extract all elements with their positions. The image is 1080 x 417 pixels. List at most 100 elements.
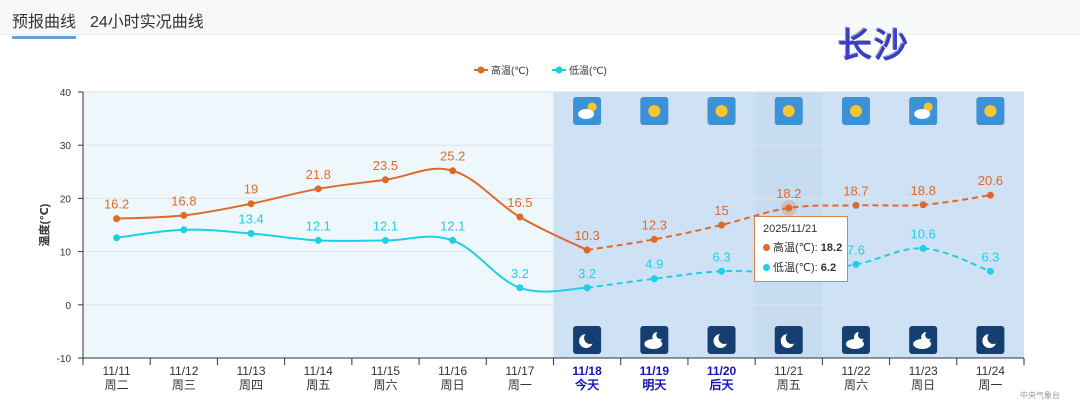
y-tick-label: 40 [60,88,72,99]
low-series-line [116,228,588,293]
cloud-icon [578,109,595,119]
high-point [650,235,658,243]
low-point [247,230,255,238]
weekday-label: 明天 [642,378,667,392]
tooltip-high-value: 18.2 [820,242,843,254]
low-data-label: 10.6 [911,226,936,241]
tab-forecast-curve[interactable]: 预报曲线 [12,8,77,39]
city-title: 长沙 [838,27,910,65]
low-data-label: 3.2 [511,266,529,281]
y-tick-label: -10 [57,354,72,365]
y-tick-label: 10 [60,248,72,259]
weekday-label: 周日 [911,378,935,392]
source-label: 中央气象台 [1020,391,1060,400]
high-data-label: 21.8 [306,167,331,182]
tooltip: 2025/11/21 高温(℃): 18.2 低温(℃): 6.2 [754,216,848,282]
x-tick-label: 11/13 [236,364,265,378]
tooltip-low-label: 低温(℃): [773,262,821,274]
weekday-label: 后天 [710,377,735,392]
high-data-label: 15 [714,203,728,218]
y-tick-label: 20 [60,194,72,205]
low-point [180,226,188,234]
sun-icon [849,105,862,117]
low-point [718,267,726,275]
high-data-label: 16.5 [507,195,532,210]
low-data-label: 4.9 [645,257,663,272]
legend-marker [477,66,485,74]
high-point [919,201,927,209]
tooltip-high-label: 高温(℃): [773,242,821,254]
tab-bar: 预报曲线 24小时实况曲线 [0,0,1080,39]
weekday-label: 周四 [239,378,263,392]
cloud-icon [845,339,864,349]
high-point [314,185,322,193]
x-tick-label: 11/20 [707,364,737,378]
weekday-label: 周一 [508,378,532,392]
moon-shadow [987,332,1000,344]
x-tick-label: 11/19 [640,364,670,378]
x-tick-label: 11/15 [371,364,400,378]
low-point [516,284,524,292]
low-point [650,275,658,283]
tab-24h-observed-curve[interactable]: 24小时实况曲线 [90,14,204,31]
sun-icon [782,105,795,117]
x-tick-label: 11/22 [841,364,870,378]
weekday-label: 周五 [777,378,801,392]
weekday-label: 周二 [105,378,129,392]
x-tick-label: 11/23 [909,364,938,378]
low-point [314,236,322,244]
x-tick-label: 11/14 [304,364,333,378]
moon-shadow [718,332,731,344]
weekday-label: 周六 [373,378,397,392]
weekday-label: 周日 [441,378,465,392]
low-data-label: 13.4 [238,212,263,227]
high-point [718,221,726,229]
x-tick-label: 11/18 [572,364,602,378]
high-point [381,176,389,184]
high-point [247,200,255,208]
tooltip-date: 2025/11/21 [763,223,818,235]
high-data-label: 18.2 [776,186,801,201]
moon-shadow [857,331,866,339]
x-tick-label: 11/17 [505,364,534,378]
cloud-icon [644,339,663,349]
weekday-label: 今天 [574,377,600,392]
low-point [852,260,860,268]
y-axis-label: 温度(℃) [37,203,51,246]
cloud-icon [913,339,932,349]
weekday-label: 周一 [978,378,1002,392]
low-point [449,236,457,244]
high-point [785,204,793,212]
x-tick-label: 11/11 [102,364,131,378]
weekday-label: 周三 [172,378,196,392]
weekday-label: 周五 [306,378,330,392]
low-dot-icon [763,264,770,271]
low-data-label: 12.1 [373,218,398,233]
low-data-label: 12.1 [440,218,465,233]
low-data-label: 6.3 [981,249,999,264]
sun-icon [984,105,997,117]
moon-shadow [925,331,934,339]
high-data-label: 16.2 [104,197,129,212]
y-tick-label: 0 [65,301,71,312]
legend-marker [555,66,563,74]
legend-label: 低温(℃) [569,64,607,77]
moon-shadow [785,332,798,344]
high-data-label: 19 [244,182,258,197]
low-point [919,244,927,252]
low-point [583,284,591,292]
legend-label: 高温(℃) [491,64,529,77]
high-data-label: 23.5 [373,158,398,173]
x-tick-label: 11/16 [438,364,467,378]
tooltip-low-value: 6.2 [820,262,837,274]
high-data-label: 18.8 [911,183,936,198]
x-tick-label: 11/12 [169,364,198,378]
high-data-label: 16.8 [171,193,196,208]
low-data-label: 7.6 [847,242,865,257]
low-data-label: 3.2 [578,266,596,281]
low-data-label: 12.1 [306,218,331,233]
high-data-label: 25.2 [440,149,465,164]
past-background [83,92,554,358]
high-data-label: 20.6 [978,173,1003,188]
